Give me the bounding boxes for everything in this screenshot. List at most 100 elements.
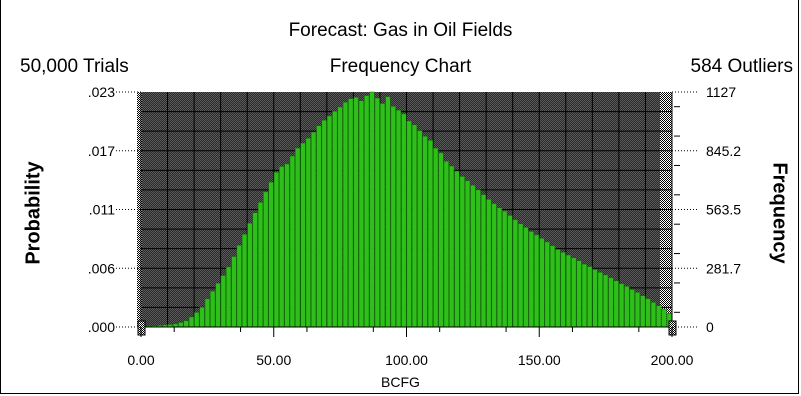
- histogram-bar: [459, 176, 465, 328]
- histogram-bar: [417, 130, 423, 328]
- outliers-count-label: 584 Outliers: [690, 56, 793, 77]
- histogram-bar: [348, 98, 354, 328]
- histogram-bar: [496, 207, 503, 328]
- histogram-bar: [390, 106, 396, 328]
- histogram-bar: [199, 306, 205, 328]
- histogram-bar: [523, 227, 529, 328]
- histogram-bar: [491, 203, 497, 328]
- histogram-bar: [502, 210, 508, 328]
- histogram-bar: [236, 245, 242, 328]
- histogram-bar: [332, 110, 338, 328]
- histogram-bar: [241, 233, 248, 328]
- x-tick-label: 200.00: [651, 352, 694, 368]
- y-tick-label-right: 1127: [706, 84, 736, 100]
- histogram-bar: [326, 115, 333, 328]
- histogram-bar: [656, 305, 662, 328]
- y-tick-label-left: .023: [88, 84, 115, 100]
- histogram-bar: [364, 95, 370, 328]
- histogram-bar: [571, 257, 577, 328]
- chart-title: Forecast: Gas in Oil Fields: [288, 20, 513, 41]
- histogram-bar: [507, 215, 513, 328]
- histogram-bar: [470, 184, 476, 328]
- histogram-bar: [284, 163, 290, 328]
- y-tick-label-left: .000: [88, 319, 115, 335]
- histogram-bar: [310, 131, 317, 328]
- histogram-bar: [289, 155, 295, 328]
- histogram-bar: [316, 125, 322, 328]
- histogram-bar: [268, 181, 274, 328]
- histogram-bar: [369, 91, 375, 328]
- histogram-bar: [608, 277, 614, 328]
- histogram-bar: [443, 160, 449, 328]
- histogram-bar: [406, 120, 412, 328]
- histogram-bar: [337, 106, 343, 328]
- histogram-bar: [544, 241, 550, 328]
- histogram-bar: [433, 147, 439, 328]
- histogram-bar: [618, 283, 625, 328]
- histogram-bar: [449, 165, 455, 328]
- y-tick-label-right: 563.5: [706, 202, 741, 218]
- histogram-bar: [401, 113, 407, 328]
- x-tick-label: 150.00: [518, 352, 561, 368]
- histogram-bar: [257, 202, 264, 328]
- histogram-bar: [342, 101, 349, 328]
- histogram-bar: [380, 103, 386, 328]
- histogram-bar: [533, 234, 540, 328]
- x-tick-label: 50.00: [256, 352, 291, 368]
- left-edge-region: [137, 92, 142, 327]
- histogram-bar: [273, 172, 280, 328]
- y-tick-label-right: 845.2: [706, 143, 741, 159]
- histogram-bar: [565, 254, 572, 328]
- histogram-bar: [194, 312, 200, 328]
- histogram-bar: [603, 274, 609, 328]
- y-tick-label-right: 0: [706, 319, 714, 335]
- histogram-bar: [279, 166, 285, 328]
- y-tick-label-left: .011: [89, 202, 115, 218]
- x-tick-label: 0.00: [127, 352, 154, 368]
- histogram-bar: [613, 280, 619, 328]
- histogram-bar: [300, 142, 306, 328]
- histogram-bar: [438, 152, 444, 328]
- histogram-bar: [475, 189, 481, 328]
- histogram-bar: [640, 295, 646, 328]
- histogram-bar: [661, 308, 667, 328]
- histogram-bar: [518, 223, 524, 328]
- histogram-bar: [634, 292, 641, 328]
- histogram-bar: [178, 322, 184, 328]
- histogram-bar: [555, 249, 561, 328]
- histogram-bar: [597, 272, 603, 328]
- histogram-bar: [422, 135, 428, 328]
- histogram-bar: [395, 109, 402, 328]
- histogram-bar: [374, 97, 380, 328]
- histogram-bar: [358, 100, 364, 328]
- histogram-bar: [480, 194, 487, 328]
- histogram-bar: [587, 266, 593, 328]
- y-tick-label-left: .017: [88, 143, 115, 159]
- histogram-bar: [321, 119, 327, 328]
- histogram-bar: [650, 302, 657, 328]
- histogram-bar: [629, 289, 635, 328]
- histogram-bar: [624, 286, 630, 328]
- histogram-bar: [252, 212, 258, 328]
- histogram-bar: [645, 298, 651, 328]
- histogram-bar: [464, 180, 471, 328]
- histogram-bar: [247, 222, 253, 328]
- histogram-bar: [263, 191, 269, 328]
- histogram-bar: [512, 219, 518, 328]
- histogram-bar: [215, 282, 221, 328]
- histogram-bar: [560, 252, 566, 328]
- y-tick-label-right: 281.7: [706, 260, 741, 276]
- histogram-bar: [353, 96, 359, 328]
- histogram-bar: [183, 320, 189, 328]
- histogram-bar: [295, 147, 301, 328]
- histogram-bar: [220, 275, 226, 328]
- histogram-bar: [305, 138, 311, 328]
- histogram-bar: [549, 245, 556, 328]
- histogram-bar: [454, 170, 460, 328]
- histogram-bar: [486, 199, 492, 328]
- histogram-bar: [188, 316, 195, 328]
- histogram-bar: [528, 231, 534, 328]
- trials-count-label: 50,000 Trials: [20, 56, 129, 77]
